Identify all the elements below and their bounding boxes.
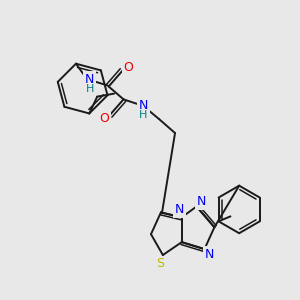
Text: H: H — [85, 85, 94, 94]
Text: O: O — [99, 112, 109, 125]
Text: N: N — [85, 73, 94, 86]
Text: O: O — [124, 61, 134, 74]
Text: N: N — [197, 195, 206, 208]
Text: N: N — [175, 203, 184, 216]
Text: H: H — [139, 110, 148, 120]
Text: N: N — [139, 99, 148, 112]
Text: S: S — [156, 257, 164, 270]
Text: N: N — [205, 248, 214, 260]
